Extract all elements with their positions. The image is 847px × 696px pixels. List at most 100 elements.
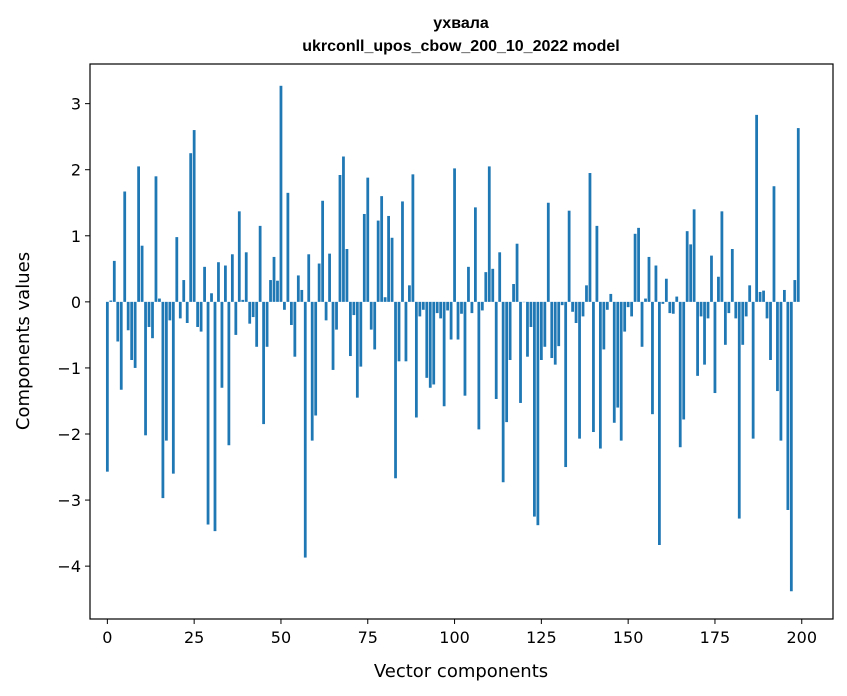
bar: [317, 263, 321, 302]
bar: [560, 301, 564, 306]
bar: [456, 301, 460, 340]
y-axis: −4 −3 −2 −1 0 1 2 3: [57, 95, 90, 576]
bar: [158, 298, 161, 302]
bar: [411, 174, 415, 302]
y-axis-label: Components values: [13, 252, 34, 430]
y-tick-label: 3: [71, 95, 81, 114]
bar: [661, 301, 665, 304]
bar: [765, 301, 769, 319]
bar: [369, 301, 373, 330]
x-tick-label: 100: [439, 628, 470, 647]
bar: [571, 301, 574, 312]
bar: [602, 301, 606, 350]
bar: [414, 301, 418, 418]
bar: [314, 301, 318, 416]
x-tick-label: 0: [102, 628, 112, 647]
bar: [203, 266, 206, 302]
bar: [199, 301, 203, 332]
bar: [609, 293, 613, 302]
bar: [362, 213, 366, 302]
bar: [300, 289, 304, 302]
bar: [355, 301, 359, 398]
bar: [123, 191, 127, 302]
bar: [553, 301, 557, 365]
bar: [244, 252, 248, 302]
bar: [217, 262, 220, 302]
bar: [178, 301, 182, 319]
bar: [543, 301, 547, 347]
y-tick-label: 0: [71, 293, 81, 312]
bar: [498, 252, 502, 302]
bar: [769, 301, 772, 360]
bar: [717, 276, 720, 302]
x-tick-label: 50: [271, 628, 291, 647]
bar: [161, 301, 165, 499]
y-tick-label: 2: [71, 161, 81, 180]
bar: [265, 301, 269, 347]
bar: [651, 301, 654, 415]
bar: [633, 233, 637, 302]
bar: [487, 166, 491, 302]
bar: [227, 301, 231, 446]
bar: [286, 192, 290, 302]
x-tick-label: 25: [184, 628, 204, 647]
bar: [376, 220, 380, 302]
bar: [751, 301, 755, 439]
bar: [390, 237, 394, 302]
bar: [213, 301, 217, 532]
bar: [664, 278, 668, 302]
bar: [692, 209, 696, 302]
bar: [564, 301, 568, 468]
bar: [130, 301, 134, 360]
bar: [480, 301, 484, 311]
bar: [512, 284, 515, 302]
bar: [189, 153, 193, 302]
bar: [331, 301, 335, 370]
bar: [439, 301, 443, 319]
bar: [654, 265, 658, 302]
bar: [383, 297, 387, 302]
bar: [289, 301, 293, 325]
bar: [408, 285, 411, 302]
bar: [529, 301, 533, 327]
bar: [737, 301, 741, 519]
bar: [147, 301, 151, 327]
bar: [182, 280, 186, 302]
bar: [623, 301, 627, 332]
y-tick-label: −4: [57, 557, 81, 576]
bar: [338, 175, 342, 302]
bar: [133, 301, 137, 368]
bar: [786, 301, 790, 510]
bar: [567, 210, 571, 302]
bar: [508, 301, 512, 360]
bar: [428, 301, 432, 388]
bar: [397, 301, 401, 362]
x-axis-label: Vector components: [374, 661, 548, 682]
bar: [595, 225, 599, 302]
bar: [137, 166, 140, 302]
bar: [637, 227, 640, 302]
bar: [126, 301, 130, 331]
bar: [526, 301, 529, 357]
bar: [352, 301, 356, 316]
bar: [772, 186, 776, 302]
bar: [557, 301, 561, 347]
x-tick-label: 125: [526, 628, 557, 647]
bar: [581, 301, 585, 317]
bar: [335, 301, 338, 330]
bar: [394, 301, 397, 479]
bar: [234, 301, 238, 335]
bar: [276, 280, 279, 302]
bar: [592, 301, 595, 433]
bar: [258, 225, 262, 302]
bar: [435, 301, 439, 314]
bar: [689, 244, 693, 302]
bar: [293, 301, 297, 357]
bar: [539, 301, 543, 360]
bar: [387, 215, 390, 302]
bar: [533, 301, 536, 517]
bar: [154, 176, 158, 302]
bar: [185, 301, 189, 323]
bar: [418, 301, 422, 317]
bar: [727, 301, 731, 314]
